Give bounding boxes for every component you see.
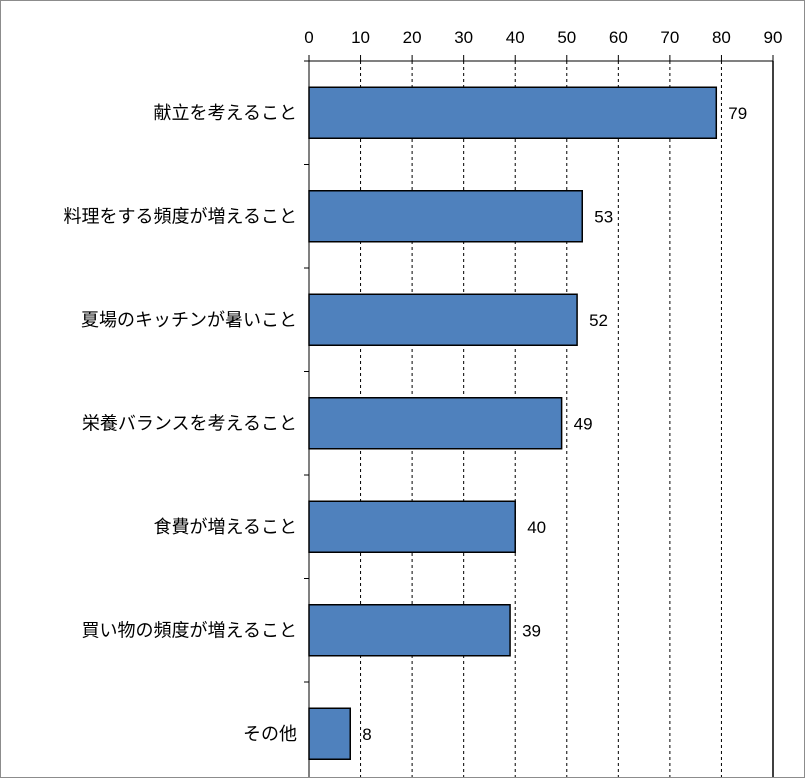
bar-1 xyxy=(308,190,583,243)
bar-4 xyxy=(308,500,516,553)
category-label-6: その他 xyxy=(243,724,297,745)
data-label-3: 49 xyxy=(574,414,593,433)
data-label-5: 39 xyxy=(522,621,541,640)
data-label-1: 53 xyxy=(594,207,613,226)
bar-3 xyxy=(308,397,563,450)
x-tick-label-10: 10 xyxy=(351,28,370,47)
bar-6 xyxy=(308,707,351,760)
data-label-4: 40 xyxy=(527,518,546,537)
category-label-0: 献立を考えること xyxy=(154,103,297,124)
data-label-2: 52 xyxy=(589,311,608,330)
x-tick-label-30: 30 xyxy=(454,28,473,47)
data-label-0: 79 xyxy=(728,104,747,123)
x-tick-label-60: 60 xyxy=(609,28,628,47)
category-label-3: 栄養バランスを考えること xyxy=(82,413,297,434)
category-label-1: 料理をする頻度が増えること xyxy=(64,206,297,227)
category-label-4: 食費が増えること xyxy=(154,517,297,538)
x-tick-label-50: 50 xyxy=(557,28,576,47)
x-tick-label-40: 40 xyxy=(506,28,525,47)
data-label-6: 8 xyxy=(362,725,371,744)
x-tick-label-90: 90 xyxy=(764,28,783,47)
bar-2 xyxy=(308,293,578,346)
bar-0 xyxy=(308,86,718,139)
x-tick-label-20: 20 xyxy=(403,28,422,47)
category-label-2: 夏場のキッチンが暑いこと xyxy=(81,310,297,331)
category-label-5: 買い物の頻度が増えること xyxy=(82,620,297,641)
x-tick-label-0: 0 xyxy=(304,28,313,47)
bar-5 xyxy=(308,604,511,657)
x-tick-label-70: 70 xyxy=(660,28,679,47)
x-tick-label-80: 80 xyxy=(712,28,731,47)
